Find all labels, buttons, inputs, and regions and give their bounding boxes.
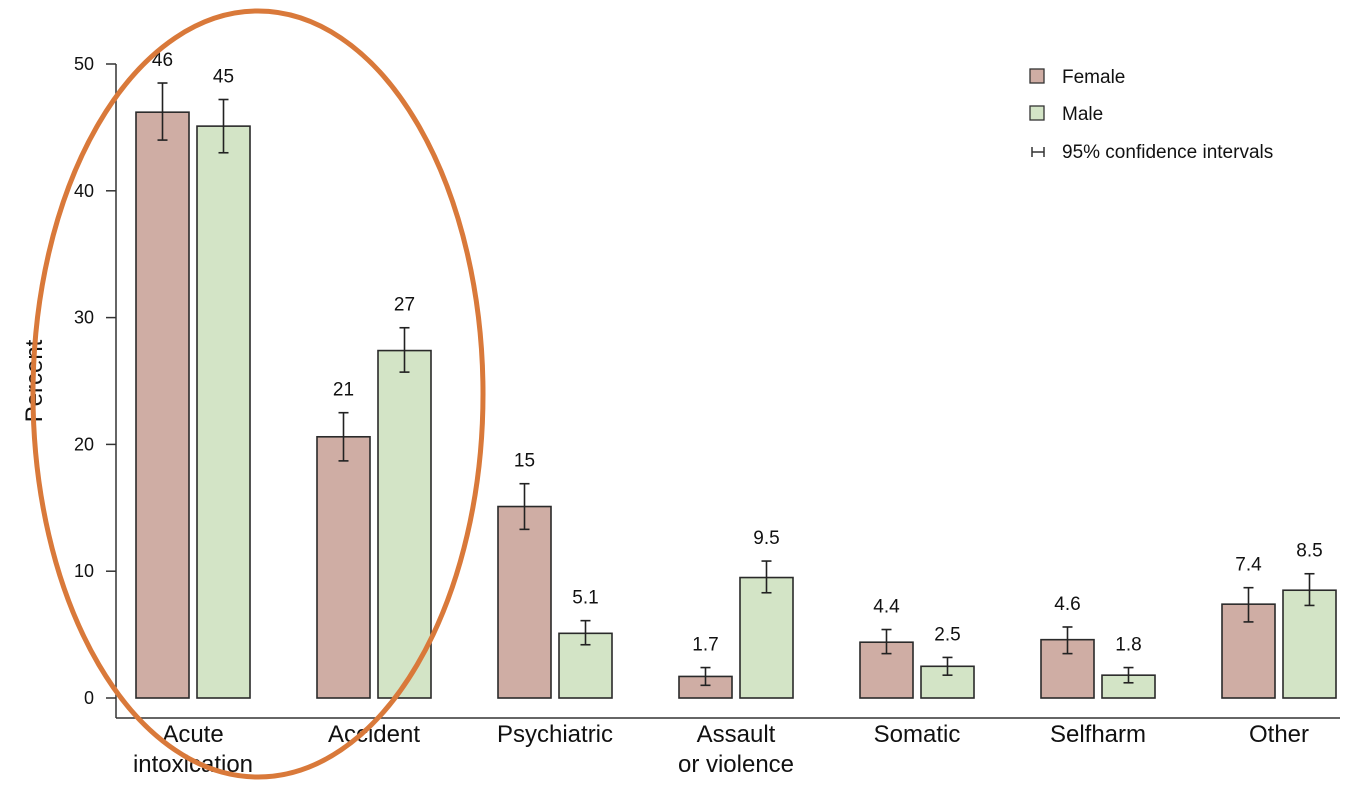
data-label: 7.4 [1235, 555, 1262, 576]
bar-male [739, 576, 794, 699]
data-label: 1.8 [1115, 635, 1141, 656]
bars [135, 82, 1337, 699]
data-label: 21 [333, 380, 354, 401]
legend-label: Female [1062, 67, 1125, 88]
data-label: 1.7 [692, 635, 718, 656]
highlight-ellipse [30, 8, 486, 780]
category-label: Psychiatric [497, 721, 613, 748]
category-label: Selfharm [1050, 721, 1146, 748]
data-label: 8.5 [1296, 541, 1322, 562]
data-label: 4.6 [1054, 594, 1080, 615]
bar-female [497, 505, 552, 699]
bar-male [196, 125, 251, 699]
bar-male [1282, 589, 1337, 699]
bar-female [316, 435, 371, 699]
bar-female [859, 641, 914, 699]
bar-female [135, 111, 190, 699]
data-label: 5.1 [572, 588, 598, 609]
bar-male [377, 349, 432, 699]
data-label: 46 [152, 50, 173, 71]
data-label: 15 [514, 451, 535, 472]
category-label: or violence [678, 751, 794, 778]
data-label: 4.4 [873, 597, 900, 618]
legend-swatch-female [1029, 68, 1045, 84]
legend-label: Male [1062, 104, 1103, 125]
y-tick-label: 40 [74, 181, 94, 201]
category-label: Somatic [874, 721, 961, 748]
legend: Female Male 95% confidence intervals [1029, 67, 1273, 163]
data-label: 45 [213, 67, 234, 88]
data-label: 2.5 [934, 624, 960, 645]
annotation [30, 8, 486, 780]
category-label: Assault [697, 721, 776, 748]
data-label: 9.5 [753, 528, 779, 549]
y-tick-label: 30 [74, 308, 94, 328]
y-tick-label: 10 [74, 561, 94, 581]
legend-ci-label: 95% confidence intervals [1062, 142, 1273, 163]
y-tick-label: 0 [84, 688, 94, 708]
y-tick-label: 50 [74, 54, 94, 74]
category-label: Acute [162, 721, 223, 748]
labels: 46 21 15 1.7 4.4 4.6 7.4 45 27 5.1 9.5 2.5 1.8 8.5 Acu… [133, 50, 1323, 778]
category-label: Other [1249, 721, 1309, 748]
data-label: 27 [394, 295, 415, 316]
y-tick-label: 20 [74, 434, 94, 454]
legend-swatch-male [1029, 105, 1045, 121]
